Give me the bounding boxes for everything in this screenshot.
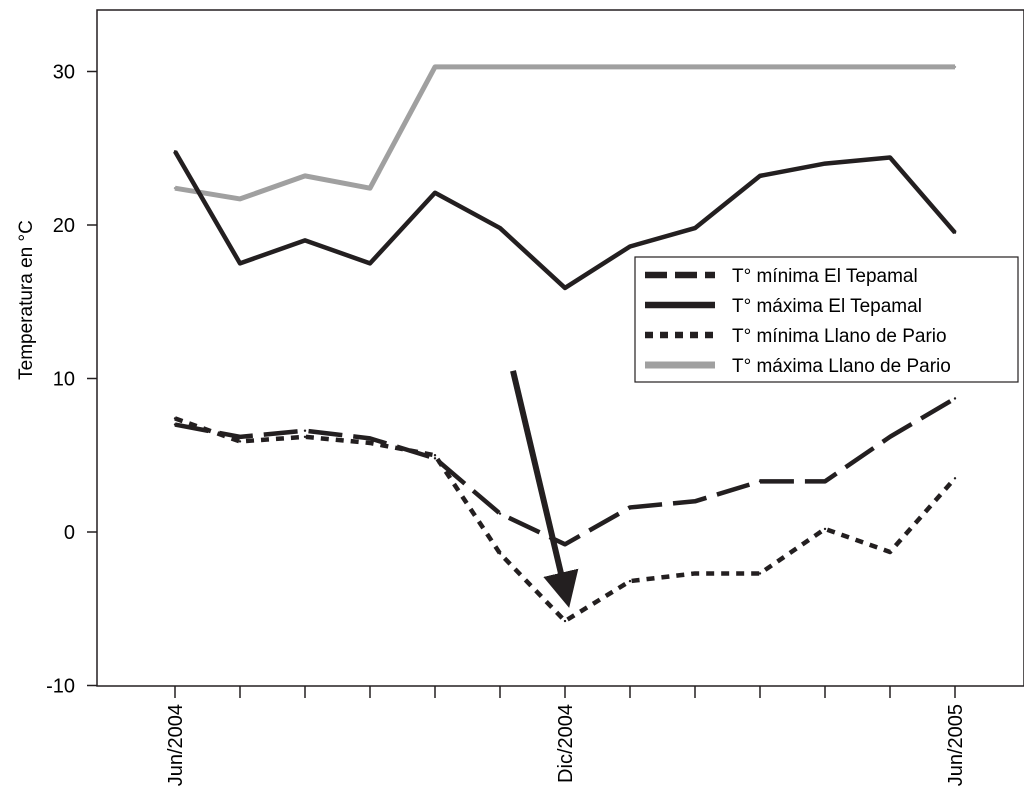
- data-point: [498, 226, 502, 230]
- legend-label: T° máxima El Tepamal: [732, 296, 922, 317]
- plot-frame: [96, 9, 1024, 687]
- data-point: [433, 457, 437, 460]
- data-point: [888, 550, 892, 554]
- series-layer: [173, 64, 957, 624]
- data-point: [238, 440, 242, 443]
- x-tick-label: Dic/2004: [555, 704, 577, 783]
- series-2: [173, 416, 957, 624]
- data-point: [628, 506, 632, 509]
- data-point: [433, 191, 437, 194]
- series-1: [173, 150, 957, 291]
- data-point: [173, 150, 177, 153]
- data-point: [953, 231, 957, 234]
- data-point: [693, 65, 697, 69]
- data-point: [368, 437, 372, 440]
- annotation-layer: [510, 370, 579, 608]
- data-point: [303, 435, 307, 439]
- data-point: [173, 186, 177, 190]
- series-3: [173, 64, 957, 202]
- data-point: [368, 186, 372, 190]
- data-point: [888, 65, 892, 69]
- y-axis-title: Temperatura en °C: [16, 220, 37, 380]
- data-point: [823, 162, 827, 165]
- data-point: [498, 552, 502, 555]
- data-point: [823, 527, 827, 531]
- data-point: [823, 65, 827, 69]
- annotation-arrow: [510, 370, 579, 608]
- data-point: [368, 262, 372, 265]
- data-point: [563, 543, 567, 546]
- data-point: [758, 174, 762, 178]
- data-point: [758, 65, 762, 69]
- data-point: [953, 477, 957, 480]
- data-point: [433, 454, 437, 457]
- data-point: [173, 423, 177, 426]
- data-point: [953, 397, 957, 400]
- legend-label: T° mínima Llano de Pario: [732, 326, 947, 347]
- data-point: [238, 197, 242, 201]
- series-line: [174, 416, 957, 624]
- data-point: [238, 435, 242, 439]
- x-tick-label: Jun/2005: [945, 704, 967, 786]
- data-point: [758, 572, 762, 575]
- data-point: [693, 500, 697, 503]
- y-tick-label: -10: [46, 676, 75, 698]
- data-point: [888, 435, 892, 439]
- data-point: [563, 286, 567, 290]
- data-point: [498, 512, 502, 515]
- data-point: [368, 441, 372, 445]
- y-tick-label: 20: [53, 215, 75, 237]
- data-point: [238, 262, 242, 265]
- legend: T° mínima El Tepamal T° máxima El Tepamal…: [634, 256, 1019, 383]
- x-axis: Jun/2004 Dic/2004 Jun/2005: [165, 686, 967, 786]
- data-point: [303, 174, 307, 178]
- y-tick-label: 0: [64, 522, 75, 544]
- data-point: [173, 417, 177, 420]
- data-point: [303, 239, 307, 242]
- data-point: [628, 65, 632, 69]
- data-point: [563, 65, 567, 69]
- legend-label: T° mínima El Tepamal: [732, 266, 918, 287]
- data-point: [758, 480, 762, 483]
- y-tick-label: 30: [53, 62, 75, 84]
- y-tick-label: 10: [53, 369, 75, 391]
- data-point: [953, 65, 957, 69]
- data-point: [693, 226, 697, 230]
- data-point: [628, 245, 632, 248]
- data-point: [433, 65, 437, 69]
- series-0: [173, 396, 957, 547]
- legend-box: [634, 256, 1019, 383]
- x-tick-label: Jun/2004: [165, 704, 187, 786]
- series-line: [174, 64, 955, 202]
- data-point: [693, 572, 697, 575]
- data-point: [888, 156, 892, 159]
- data-point: [628, 579, 632, 583]
- data-point: [823, 480, 827, 483]
- data-point: [303, 429, 307, 432]
- legend-label: T° máxima Llano de Pario: [732, 356, 951, 377]
- data-point: [563, 619, 567, 623]
- y-axis: -10 0 10 20 30: [46, 62, 97, 698]
- data-point: [498, 65, 502, 69]
- series-line: [174, 396, 957, 547]
